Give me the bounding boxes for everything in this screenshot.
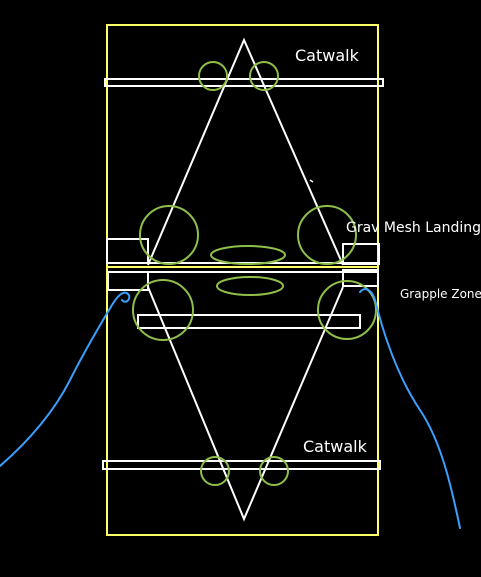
- rope-right: [359, 288, 461, 529]
- catwalk-bottom-bar: [102, 460, 381, 470]
- zone-circle-lower-right: [317, 280, 377, 340]
- zone-circle-lower-left: [132, 279, 194, 341]
- label-grav-mesh-landing: Grav Mesh Landing: [346, 220, 481, 236]
- right-upper-box: [342, 243, 380, 265]
- top-triangle: [147, 37, 344, 266]
- label-grapple-zone: Grapple Zone: [400, 287, 481, 301]
- zone-circle-mid-right: [297, 205, 357, 265]
- left-lower-box: [107, 271, 149, 291]
- left-upper-box: [106, 238, 149, 264]
- zone-ellipse-lower: [216, 276, 284, 296]
- zone-circle-bottom-right: [259, 456, 289, 486]
- zone-markers: [132, 61, 377, 486]
- zone-circle-bottom-left: [200, 456, 230, 486]
- label-catwalk-top: Catwalk: [295, 46, 360, 65]
- rope-left: [0, 291, 131, 467]
- small-tick-mark: [309, 179, 314, 183]
- zone-circle-mid-left: [139, 205, 199, 265]
- zone-circle-top-left: [198, 61, 228, 91]
- zone-ellipse-upper: [210, 245, 286, 265]
- bottom-triangle: [147, 286, 344, 522]
- catwalk-top-bar: [104, 78, 384, 87]
- zone-circle-top-right: [249, 61, 279, 91]
- label-catwalk-bottom: Catwalk: [303, 437, 368, 456]
- grapple-bar: [137, 314, 361, 329]
- right-lower-box: [342, 269, 379, 287]
